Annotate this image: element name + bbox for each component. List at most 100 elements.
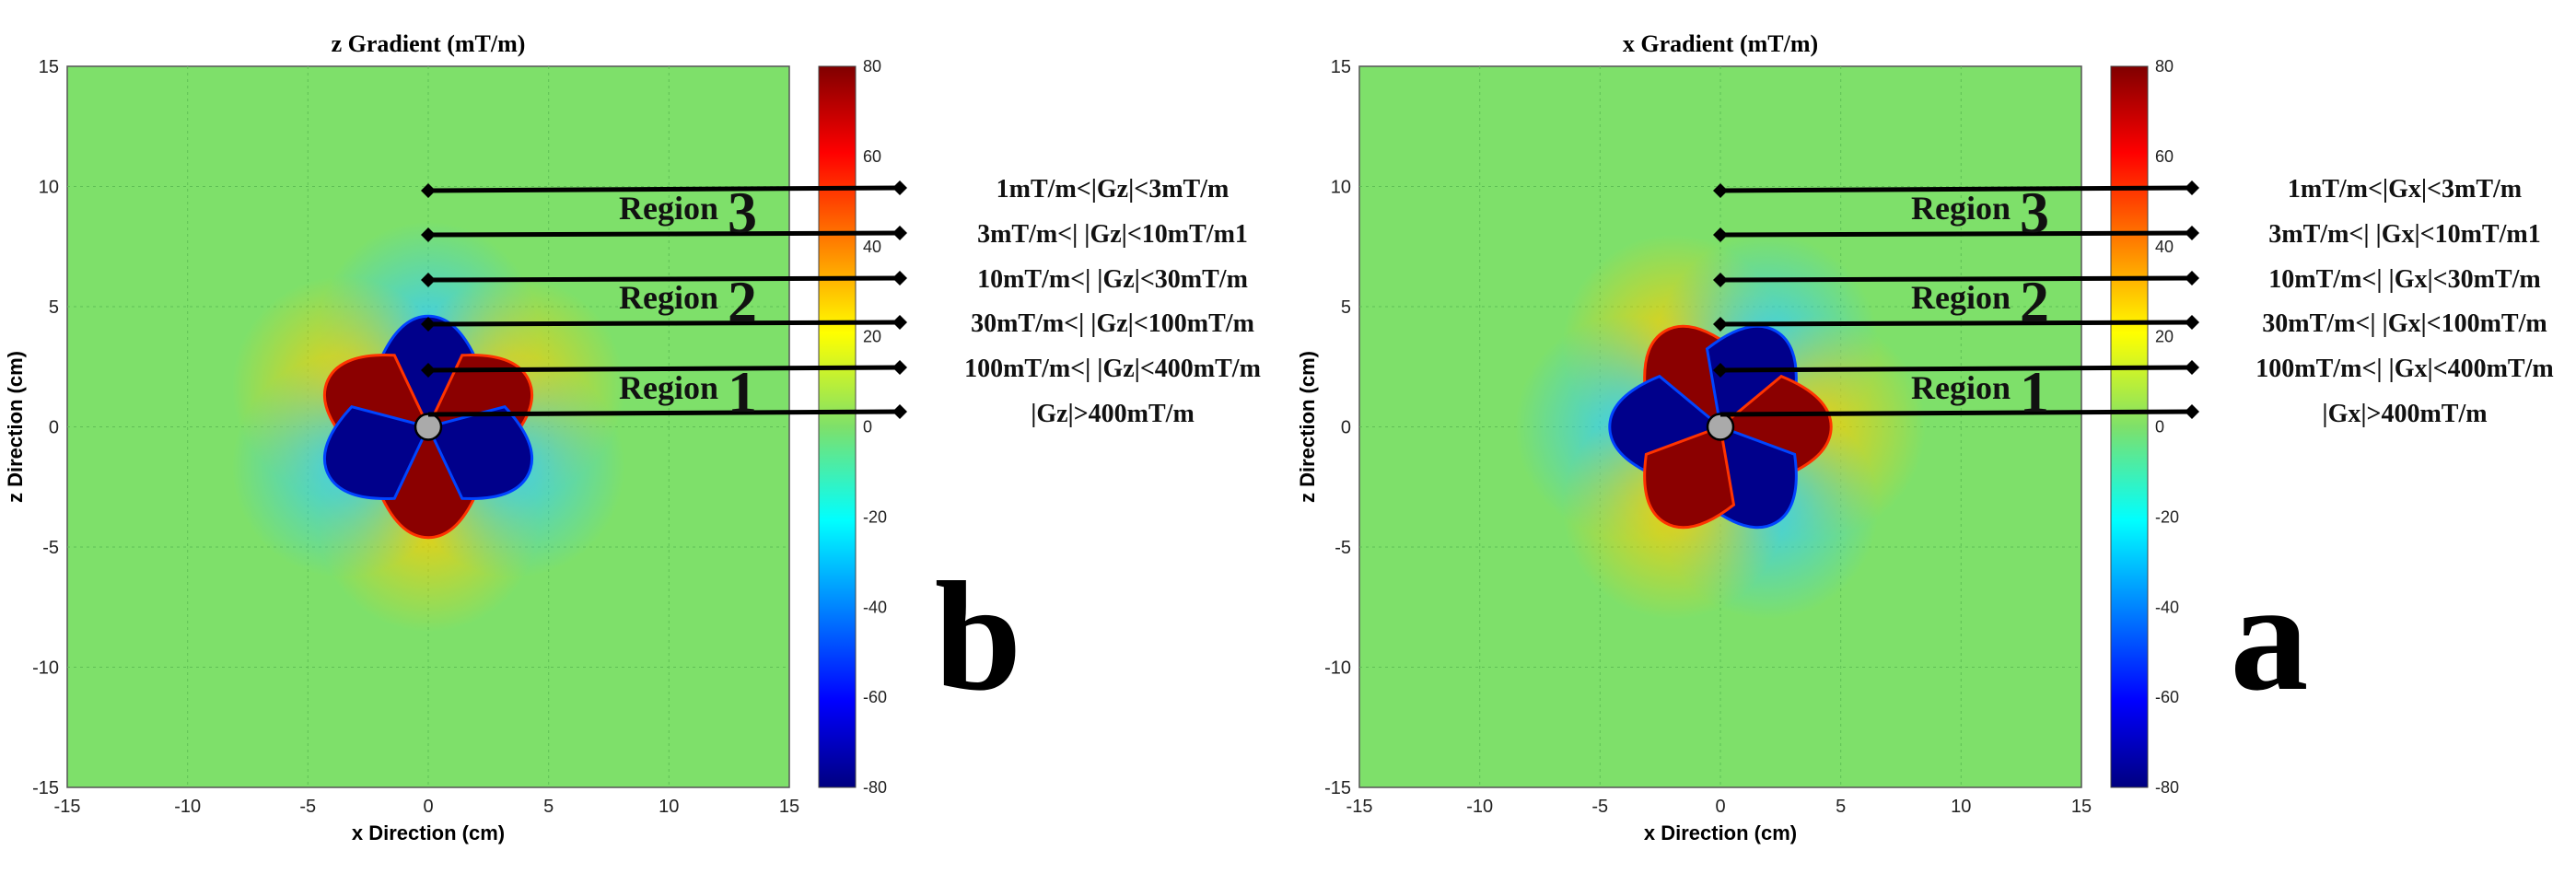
x-tick-label: 0 bbox=[423, 797, 433, 817]
grid bbox=[1359, 66, 2081, 787]
y-axis: 15 10 5 0 -5 -10 -15 z Direction (cm) bbox=[4, 57, 59, 798]
y-axis: 15 10 5 0 -5 -10 -15 z Direction (cm) bbox=[1296, 57, 1351, 798]
colorbar-tick: 60 bbox=[2155, 147, 2174, 166]
colorbar-gradient bbox=[2110, 65, 2149, 788]
negative-lobe bbox=[322, 405, 431, 500]
range-label: |Gx|>400mT/m bbox=[2322, 400, 2487, 428]
region-number: 2 bbox=[2020, 269, 2049, 334]
colorbar-tick: -40 bbox=[863, 598, 887, 616]
panel-label: b bbox=[935, 550, 1022, 723]
colorbar-tick: 20 bbox=[863, 328, 881, 346]
center-marker bbox=[414, 413, 443, 441]
region-label: Region bbox=[1911, 279, 2011, 316]
positive-lobe bbox=[1643, 425, 1736, 530]
y-tick-label: -15 bbox=[32, 778, 59, 798]
region-label: Region bbox=[619, 369, 718, 406]
colorbar-tick: -20 bbox=[2155, 507, 2179, 526]
y-tick-label: 5 bbox=[49, 297, 59, 318]
y-tick-label: 10 bbox=[1331, 178, 1351, 198]
leader-lines bbox=[421, 180, 907, 419]
colorbar: 80 60 40 20 0 -20 -40 -60 -80 bbox=[2110, 57, 2179, 797]
y-tick-label: -10 bbox=[32, 658, 59, 679]
range-label: 3mT/m<| |Gz|<10mT/m1 bbox=[977, 220, 1248, 249]
region-number: 3 bbox=[728, 180, 757, 245]
y-tick-label: -10 bbox=[1324, 658, 1351, 679]
y-tick-label: 15 bbox=[1331, 57, 1351, 77]
x-tick-label: 10 bbox=[659, 797, 679, 817]
range-label: 10mT/m<| |Gx|<30mT/m bbox=[2268, 265, 2540, 294]
center-marker bbox=[1706, 413, 1735, 441]
panel-z-gradient: z Gradient (mT/m) -15 -10 -5 0 5 10 15 x… bbox=[4, 30, 1261, 844]
x-axis-title: x Direction (cm) bbox=[1644, 821, 1797, 844]
range-labels: 1mT/m<|Gz|<3mT/m 3mT/m<| |Gz|<10mT/m1 10… bbox=[964, 175, 1261, 428]
x-tick-label: -5 bbox=[1591, 797, 1608, 817]
x-axis: -15 -10 -5 0 5 10 15 x Direction (cm) bbox=[54, 797, 800, 844]
y-tick-label: 0 bbox=[49, 418, 59, 438]
colorbar-tick: 0 bbox=[2155, 418, 2164, 437]
positive-lobe bbox=[376, 425, 481, 540]
range-label: 30mT/m<| |Gz|<100mT/m bbox=[971, 309, 1254, 338]
region-number: 1 bbox=[728, 359, 757, 425]
x-tick-label: -15 bbox=[1346, 797, 1373, 817]
plot-title: x Gradient (mT/m) bbox=[1623, 30, 1818, 57]
colorbar-tick: 40 bbox=[2155, 238, 2174, 256]
x-tick-label: -10 bbox=[1466, 797, 1493, 817]
colorbar-tick: 0 bbox=[863, 418, 872, 437]
negative-lobe bbox=[1608, 374, 1723, 480]
colorbar-tick: 60 bbox=[863, 147, 881, 166]
x-tick-label: 15 bbox=[2071, 797, 2092, 817]
region-number: 1 bbox=[2020, 359, 2049, 425]
range-label: |Gz|>400mT/m bbox=[1031, 400, 1195, 428]
colorbar-tick: 40 bbox=[863, 238, 881, 256]
y-tick-label: 0 bbox=[1341, 418, 1351, 438]
plot-title: z Gradient (mT/m) bbox=[332, 30, 526, 57]
colorbar-tick: -60 bbox=[863, 688, 887, 706]
y-axis-title: z Direction (cm) bbox=[4, 351, 27, 503]
leader-lines bbox=[1713, 180, 2199, 419]
region-labels: Region 3 Region 2 Region 1 bbox=[1911, 180, 2049, 425]
region-labels: Region 3 Region 2 Region 1 bbox=[619, 180, 757, 425]
x-tick-label: 5 bbox=[1836, 797, 1846, 817]
region-label: Region bbox=[1911, 190, 2011, 227]
range-label: 100mT/m<| |Gz|<400mT/m bbox=[964, 355, 1261, 383]
range-labels: 1mT/m<|Gx|<3mT/m 3mT/m<| |Gx|<10mT/m1 10… bbox=[2255, 175, 2553, 428]
x-tick-label: 15 bbox=[779, 797, 799, 817]
panel-x-gradient: x Gradient (mT/m) -15 -10 -5 0 5 10 15 x… bbox=[1296, 30, 2554, 844]
x-tick-label: 10 bbox=[1951, 797, 1971, 817]
x-tick-label: -15 bbox=[54, 797, 81, 817]
colorbar-tick: 20 bbox=[2155, 328, 2174, 346]
x-tick-label: -5 bbox=[299, 797, 316, 817]
colorbar: 80 60 40 20 0 -20 -40 -60 -80 bbox=[818, 57, 887, 797]
colorbar-gradient bbox=[818, 65, 857, 788]
colorbar-tick: 80 bbox=[863, 57, 881, 76]
region-number: 3 bbox=[2020, 180, 2049, 245]
range-label: 1mT/m<|Gx|<3mT/m bbox=[2288, 175, 2522, 204]
x-axis: -15 -10 -5 0 5 10 15 x Direction (cm) bbox=[1346, 797, 2092, 844]
y-tick-label: -5 bbox=[42, 538, 59, 558]
x-tick-label: 5 bbox=[543, 797, 554, 817]
colorbar-tick: -40 bbox=[2155, 598, 2179, 616]
colorbar-tick: -80 bbox=[2155, 778, 2179, 797]
region-label: Region bbox=[619, 190, 718, 227]
region-number: 2 bbox=[728, 269, 757, 334]
gradient-lobes bbox=[231, 221, 625, 633]
colorbar-tick: 80 bbox=[2155, 57, 2174, 76]
y-tick-label: 5 bbox=[1341, 297, 1351, 318]
gradient-lobes bbox=[1515, 234, 1926, 620]
x-tick-label: -10 bbox=[174, 797, 201, 817]
x-axis-title: x Direction (cm) bbox=[352, 821, 505, 844]
y-tick-label: 10 bbox=[39, 178, 59, 198]
y-axis-title: z Direction (cm) bbox=[1296, 351, 1319, 503]
region-label: Region bbox=[1911, 369, 2011, 406]
y-tick-label: -5 bbox=[1335, 538, 1351, 558]
panel-label: a bbox=[2231, 550, 2309, 723]
range-label: 100mT/m<| |Gx|<400mT/m bbox=[2255, 355, 2553, 383]
x-tick-label: 0 bbox=[1715, 797, 1725, 817]
range-label: 3mT/m<| |Gx|<10mT/m1 bbox=[2268, 220, 2540, 249]
negative-lobe bbox=[425, 405, 534, 500]
colorbar-tick: -20 bbox=[863, 507, 887, 526]
region-label: Region bbox=[619, 279, 718, 316]
y-tick-label: 15 bbox=[39, 57, 59, 77]
positive-lobe bbox=[1718, 374, 1833, 480]
